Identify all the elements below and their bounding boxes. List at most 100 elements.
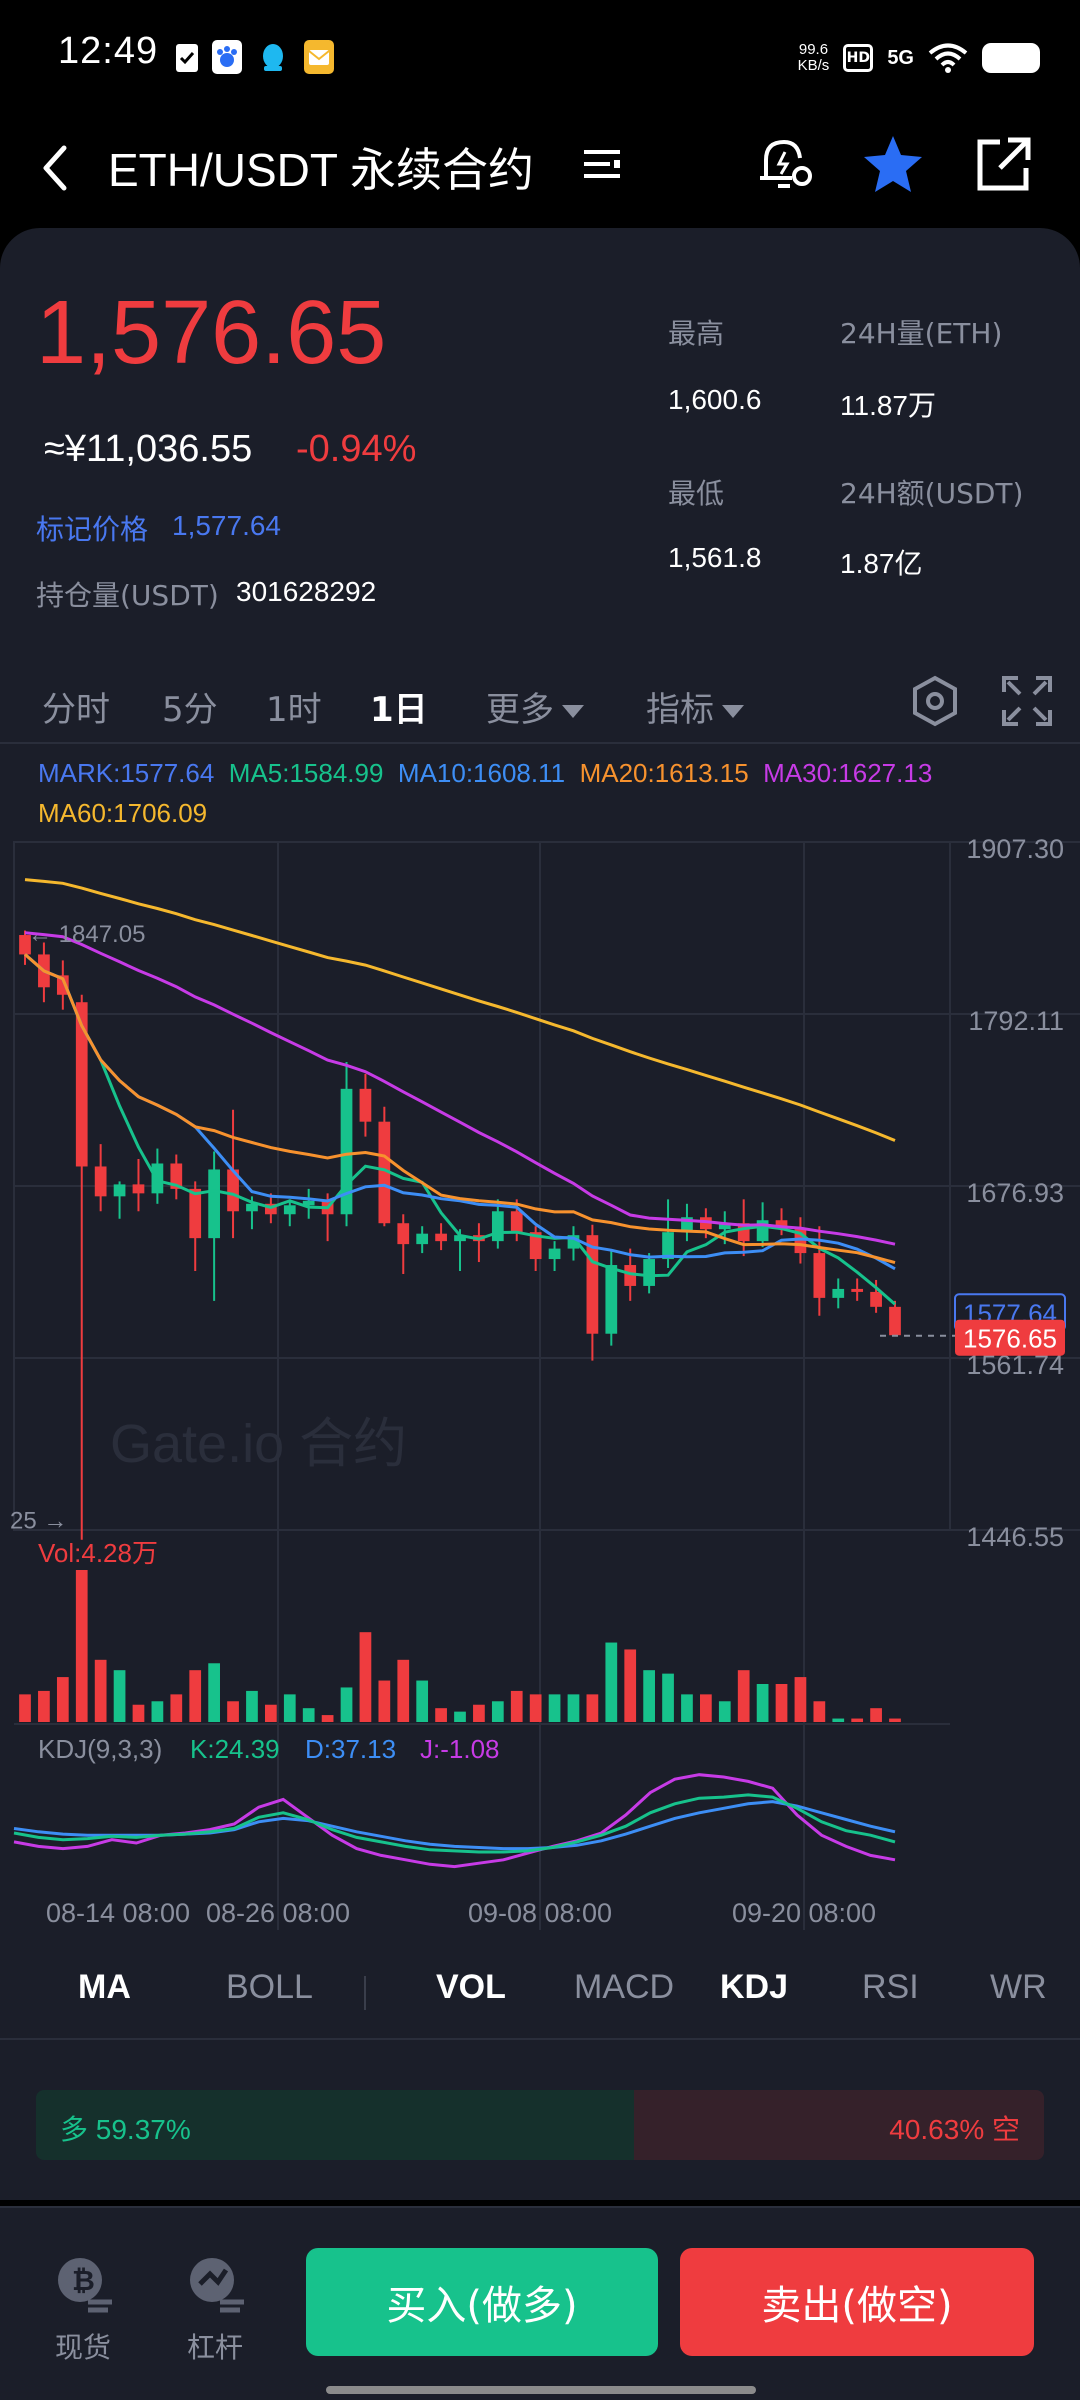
x-tick-label: 09-20 08:00 <box>732 1898 876 1928</box>
legend-ma30: MA30:1627.13 <box>763 758 933 788</box>
volume-bar <box>775 1684 788 1722</box>
volume-bar <box>454 1711 466 1722</box>
spot-nav-button[interactable]: ₿ 现货 <box>38 2250 128 2366</box>
contract-menu-icon[interactable] <box>582 144 622 184</box>
volume-bar <box>151 1701 164 1722</box>
ma-legend-row2: MA60:1706.09 <box>38 798 207 829</box>
tabs-divider <box>0 742 1080 744</box>
tab-1day[interactable]: 1日 <box>370 690 428 730</box>
indicator-tab-vol[interactable]: VOL <box>436 1968 506 2006</box>
legend-ma60: MA60:1706.09 <box>38 798 208 828</box>
indicator-tab-rsi[interactable]: RSI <box>862 1968 919 2006</box>
candle-body <box>454 1235 466 1242</box>
kdj-label: KDJ(9,3,3) <box>38 1734 162 1764</box>
candle-body <box>510 1211 523 1233</box>
volume-bar <box>246 1690 258 1722</box>
volume-bar <box>870 1708 882 1722</box>
indicator-tab-kdj[interactable]: KDJ <box>720 1968 789 2006</box>
legend-ma20: MA20:1613.15 <box>579 758 749 788</box>
home-indicator[interactable] <box>326 2386 756 2394</box>
candle-body <box>700 1217 712 1230</box>
tab-5min[interactable]: 5分 <box>162 690 218 730</box>
volume-bar <box>851 1718 864 1722</box>
indicator-tabs-divider <box>0 2038 1080 2040</box>
tab-indicators-label: 指标 <box>646 690 714 730</box>
tab-timeline[interactable]: 分时 <box>42 690 110 730</box>
indicator-tab-macd[interactable]: MACD <box>574 1968 675 2006</box>
volume-bar <box>567 1694 580 1722</box>
volume-bar <box>718 1701 731 1722</box>
candle-body <box>113 1184 126 1197</box>
y-tick-label: 1907.30 <box>966 834 1064 864</box>
volume-bar <box>605 1642 618 1722</box>
qq-notification-icon <box>258 40 288 74</box>
volume-bar <box>813 1701 826 1722</box>
svg-text:₿: ₿ <box>72 2264 95 2297</box>
indicator-tab-ma[interactable]: MA <box>78 1968 131 2006</box>
volume-bar <box>491 1701 504 1722</box>
margin-leverage-icon <box>190 2258 244 2313</box>
buy-long-button[interactable]: 买入(做多) <box>306 2248 658 2356</box>
chevron-down-icon <box>562 705 584 718</box>
volume-bar <box>208 1663 220 1722</box>
vol24-value: 11.87万 <box>840 390 936 421</box>
long-ratio-text: 多 59.37% <box>60 2114 191 2145</box>
volume-bar <box>737 1670 750 1722</box>
tab-more[interactable]: 更多 <box>486 682 584 731</box>
candle-body <box>340 1088 353 1215</box>
candle-body <box>870 1291 882 1307</box>
low-value: 1,561.8 <box>668 542 762 573</box>
bottom-divider <box>0 2206 1080 2208</box>
status-right-group: 99.6 KB/s HD 5G <box>798 36 1040 80</box>
candle-body <box>19 935 31 955</box>
high-value: 1,600.6 <box>668 384 762 415</box>
amt24-label: 24H额(USDT) <box>840 477 1024 510</box>
bitcoin-spot-icon: ₿ <box>58 2258 112 2313</box>
tab-1hour[interactable]: 1时 <box>266 690 322 730</box>
change-percent: -0.94% <box>296 428 417 470</box>
candle-body <box>265 1203 277 1215</box>
candle-body <box>75 1002 88 1167</box>
volume-bar <box>586 1694 599 1722</box>
volume-bar <box>643 1670 655 1722</box>
price-alert-icon[interactable] <box>752 132 816 196</box>
chart-settings-icon[interactable] <box>908 674 962 728</box>
indicator-tab-boll[interactable]: BOLL <box>226 1968 313 2006</box>
fullscreen-icon[interactable] <box>1000 674 1054 728</box>
ma-legend-row1: MARK:1577.64 MA5:1584.99 MA10:1608.11 MA… <box>38 758 932 789</box>
short-ratio-fill <box>634 2090 1044 2160</box>
sell-short-button[interactable]: 卖出(做空) <box>680 2248 1034 2356</box>
volume-bar <box>283 1694 296 1722</box>
favorite-star-icon[interactable] <box>858 130 928 200</box>
volume-bar <box>321 1715 334 1722</box>
volume-bar <box>227 1701 239 1722</box>
volume-bar <box>700 1694 712 1722</box>
kline-chart[interactable]: Gate.io 合约 ← 1847.05 25 → 1907.30 1792.11 167… <box>0 830 1080 1930</box>
candle-body <box>246 1203 258 1212</box>
back-arrow-icon[interactable] <box>34 140 78 196</box>
volume-bar <box>397 1659 410 1722</box>
candle-body <box>170 1163 183 1189</box>
tab-indicators[interactable]: 指标 <box>646 682 744 731</box>
candle-body <box>662 1232 674 1260</box>
candle-body <box>737 1223 750 1242</box>
page-title[interactable]: ETH/USDT 永续合约 <box>108 144 534 196</box>
kdj-d-line <box>13 1800 896 1851</box>
last-price-tag-box <box>955 1319 1065 1356</box>
candle-body <box>813 1253 826 1298</box>
volume-bar <box>510 1690 523 1722</box>
margin-nav-button[interactable]: 杠杆 <box>170 2250 260 2366</box>
tab-more-label: 更多 <box>486 690 554 730</box>
volume-bar <box>681 1694 693 1722</box>
cny-price: ≈¥11,036.55 <box>44 428 253 470</box>
volume-bar <box>340 1687 353 1722</box>
legend-mark: MARK:1577.64 <box>38 758 215 788</box>
share-icon[interactable] <box>972 134 1034 196</box>
indicator-tab-wr[interactable]: WR <box>990 1968 1047 2006</box>
kdj-k-label: K:24.39 <box>190 1734 280 1764</box>
status-time: 12:49 <box>58 30 159 72</box>
high-price-marker: ← 1847.05 <box>28 921 145 948</box>
candle-body <box>132 1184 145 1194</box>
mark-price-label: 标记价格 <box>36 513 149 546</box>
kdj-k-line <box>13 1793 896 1854</box>
